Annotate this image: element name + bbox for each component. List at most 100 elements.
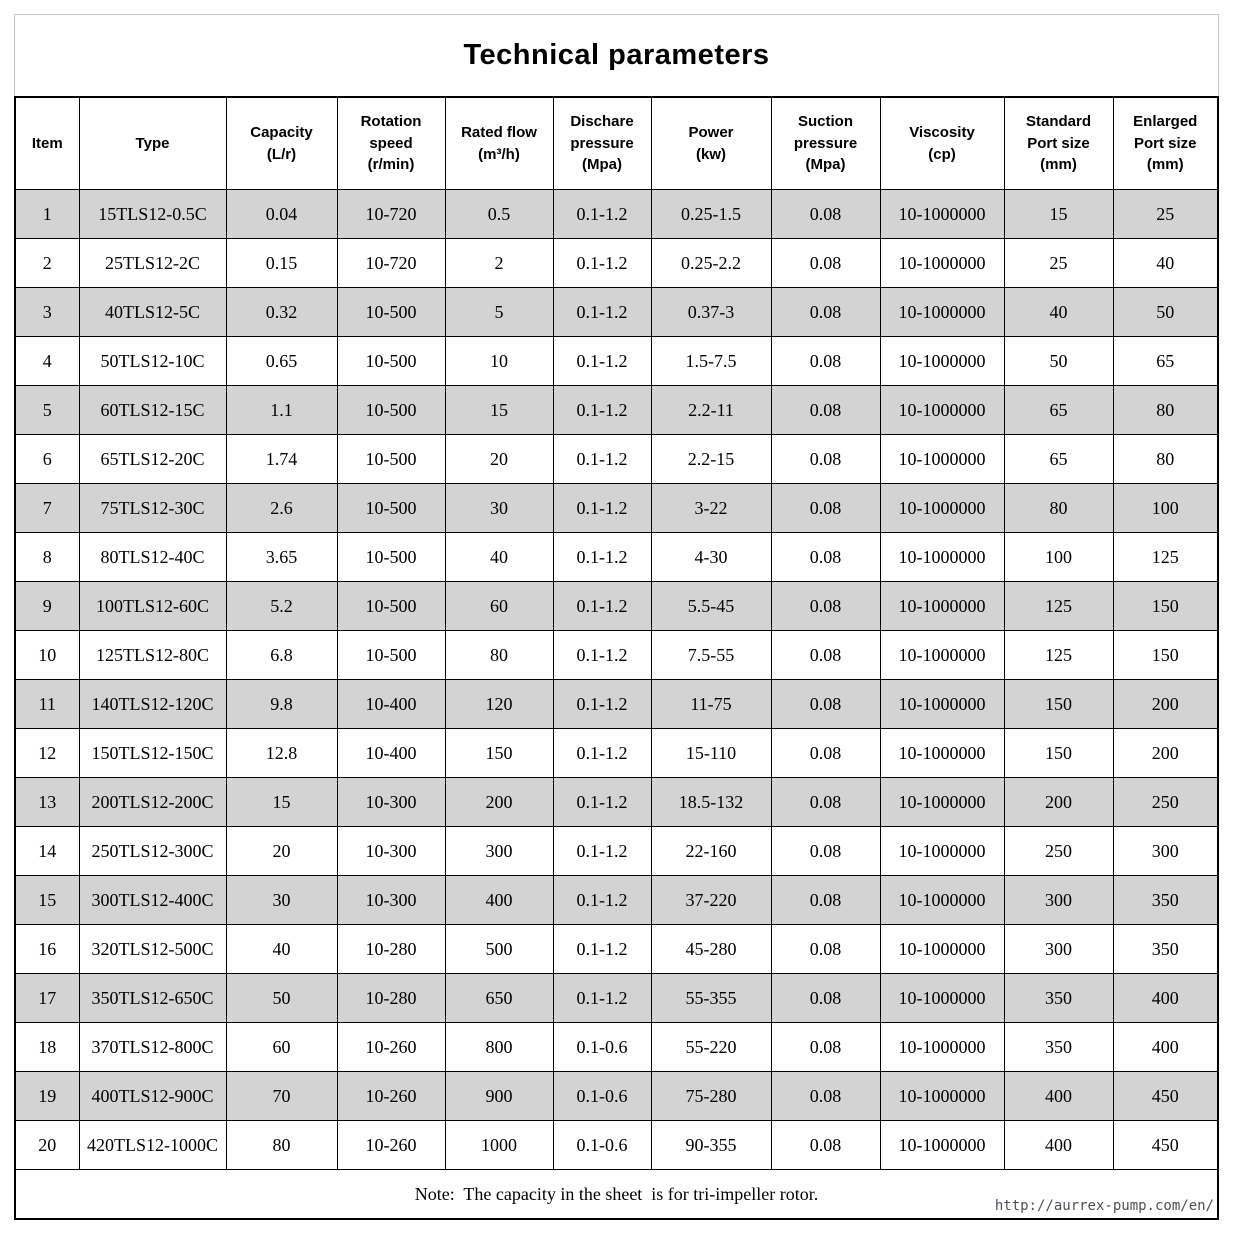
table-cell: 10-500 [336, 581, 446, 631]
table-cell: 400 [444, 875, 554, 925]
table-cell: 400 [1112, 973, 1219, 1023]
table-cell: 0.1-0.6 [552, 1022, 652, 1072]
table-cell: 0.1-1.2 [552, 826, 652, 876]
table-cell: 6 [14, 434, 80, 484]
parameters-table: Item Type Capacity (L/r) Rotation speed … [14, 96, 1219, 1220]
table-cell: 400 [1112, 1022, 1219, 1072]
table-row: 16 320TLS12-500C 40 10-280 500 0.1-1.2 45-280 0… [14, 924, 1219, 974]
table-cell: 0.08 [770, 336, 881, 386]
table-cell: 450 [1112, 1071, 1219, 1121]
table-cell: 10-500 [336, 483, 446, 533]
table-cell: 100TLS12-60C [78, 581, 227, 631]
table-cell: 80 [444, 630, 554, 680]
table-cell: 45-280 [650, 924, 772, 974]
table-cell: 125 [1003, 581, 1114, 631]
table-cell: 0.1-1.2 [552, 581, 652, 631]
table-cell: 10-1000000 [879, 434, 1005, 484]
table-cell: 2.6 [225, 483, 338, 533]
table-cell: 10-280 [336, 924, 446, 974]
column-header-viscosity: Viscosity (cp) [879, 96, 1005, 190]
table-cell: 800 [444, 1022, 554, 1072]
table-cell: 2.2-15 [650, 434, 772, 484]
column-header-suction-pressure: Suction pressure (Mpa) [770, 96, 881, 190]
note-text: Note: The capacity in the sheet is for t… [414, 1183, 819, 1204]
table-cell: 15 [14, 875, 80, 925]
column-header-capacity: Capacity (L/r) [225, 96, 338, 190]
table-cell: 0.08 [770, 630, 881, 680]
column-header-power: Power (kw) [650, 96, 772, 190]
column-header-discharge-pressure: Dischare pressure (Mpa) [552, 96, 652, 190]
table-cell: 0.1-1.2 [552, 973, 652, 1023]
table-cell: 15 [1003, 189, 1114, 239]
table-cell: 10-720 [336, 189, 446, 239]
table-cell: 30 [444, 483, 554, 533]
table-cell: 40 [444, 532, 554, 582]
table-cell: 10-1000000 [879, 973, 1005, 1023]
table-cell: 80 [1003, 483, 1114, 533]
table-cell: 0.1-1.2 [552, 238, 652, 288]
table-row: 1 15TLS12-0.5C 0.04 10-720 0.5 0.1-1.2 0.25-1.… [14, 189, 1219, 239]
table-cell: 11-75 [650, 679, 772, 729]
table-cell: 5 [14, 385, 80, 435]
watermark-url: http://aurrex-pump.com/en/ [994, 1198, 1214, 1214]
table-cell: 250TLS12-300C [78, 826, 227, 876]
spec-sheet: Technical parameters Item Type Capacity … [14, 14, 1219, 1220]
column-header-rotation-speed: Rotation speed (r/min) [336, 96, 446, 190]
table-cell: 50 [1112, 287, 1219, 337]
table-cell: 140TLS12-120C [78, 679, 227, 729]
table-cell: 1.74 [225, 434, 338, 484]
table-cell: 0.08 [770, 532, 881, 582]
table-cell: 80 [225, 1120, 338, 1170]
table-cell: 10-500 [336, 434, 446, 484]
table-cell: 22-160 [650, 826, 772, 876]
table-cell: 65 [1112, 336, 1219, 386]
note-row: Note: The capacity in the sheet is for t… [14, 1169, 1219, 1220]
table-cell: 0.25-1.5 [650, 189, 772, 239]
table-cell: 14 [14, 826, 80, 876]
table-row: 3 40TLS12-5C 0.32 10-500 5 0.1-1.2 0.37-3 0.08 1… [14, 287, 1219, 337]
table-cell: 15 [444, 385, 554, 435]
table-cell: 100 [1003, 532, 1114, 582]
table-cell: 350TLS12-650C [78, 973, 227, 1023]
table-cell: 50TLS12-10C [78, 336, 227, 386]
table-row: 20 420TLS12-1000C 80 10-260 1000 0.1-0.6 90-35… [14, 1120, 1219, 1170]
table-cell: 10-1000000 [879, 189, 1005, 239]
table-cell: 60TLS12-15C [78, 385, 227, 435]
table-cell: 2 [444, 238, 554, 288]
table-cell: 0.65 [225, 336, 338, 386]
table-cell: 0.1-1.2 [552, 777, 652, 827]
table-cell: 250 [1112, 777, 1219, 827]
table-cell: 10-1000000 [879, 679, 1005, 729]
table-cell: 10-1000000 [879, 336, 1005, 386]
note-cell: Note: The capacity in the sheet is for t… [14, 1169, 1219, 1220]
table-cell: 2.2-11 [650, 385, 772, 435]
table-cell: 150TLS12-150C [78, 728, 227, 778]
table-cell: 19 [14, 1071, 80, 1121]
table-row: 5 60TLS12-15C 1.1 10-500 15 0.1-1.2 2.2-11 0.08… [14, 385, 1219, 435]
table-cell: 200 [1112, 679, 1219, 729]
table-cell: 7.5-55 [650, 630, 772, 680]
table-cell: 500 [444, 924, 554, 974]
table-cell: 4-30 [650, 532, 772, 582]
table-cell: 8 [14, 532, 80, 582]
table-cell: 2 [14, 238, 80, 288]
table-cell: 10-400 [336, 679, 446, 729]
table-cell: 65 [1003, 434, 1114, 484]
table-cell: 0.04 [225, 189, 338, 239]
table-row: 2 25TLS12-2C 0.15 10-720 2 0.1-1.2 0.25-2.2 0.0… [14, 238, 1219, 288]
table-cell: 55-220 [650, 1022, 772, 1072]
table-cell: 250 [1003, 826, 1114, 876]
table-cell: 0.08 [770, 777, 881, 827]
table-cell: 0.15 [225, 238, 338, 288]
table-cell: 5.5-45 [650, 581, 772, 631]
table-cell: 10-1000000 [879, 826, 1005, 876]
table-cell: 10-1000000 [879, 630, 1005, 680]
table-cell: 0.08 [770, 434, 881, 484]
table-cell: 3 [14, 287, 80, 337]
table-cell: 1000 [444, 1120, 554, 1170]
table-cell: 7 [14, 483, 80, 533]
table-cell: 400TLS12-900C [78, 1071, 227, 1121]
table-row: 6 65TLS12-20C 1.74 10-500 20 0.1-1.2 2.2-15 0.0… [14, 434, 1219, 484]
table-cell: 0.1-1.2 [552, 728, 652, 778]
title-box: Technical parameters [14, 14, 1219, 96]
